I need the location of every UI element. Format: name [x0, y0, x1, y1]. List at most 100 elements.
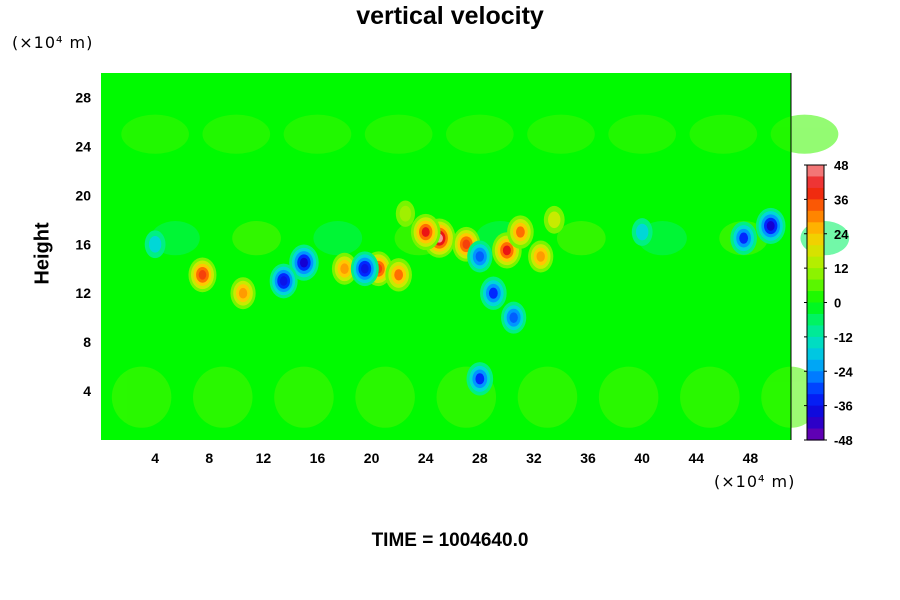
- field-patch: [556, 221, 606, 256]
- field-patch: [202, 114, 271, 154]
- velocity-cell: [766, 221, 775, 231]
- field-patch: [446, 114, 514, 154]
- colorbar-band: [807, 428, 824, 441]
- chart-title: vertical velocity: [356, 2, 544, 30]
- colorbar-band: [807, 313, 824, 327]
- field-patch: [232, 221, 281, 256]
- colorbar-band: [807, 245, 824, 258]
- x-tick-label: 16: [310, 450, 326, 466]
- velocity-cell: [299, 257, 308, 268]
- velocity-cell: [516, 226, 525, 238]
- y-tick-label: 4: [83, 383, 91, 399]
- colorbar-band: [807, 256, 824, 269]
- colorbar-band: [807, 336, 824, 349]
- field-patch: [111, 366, 172, 428]
- x-tick-label: 32: [526, 450, 542, 466]
- colorbar-tick-label: 0: [834, 296, 841, 311]
- velocity-cell: [340, 263, 349, 275]
- colorbar-band: [807, 291, 824, 304]
- velocity-cell: [509, 312, 518, 323]
- colorbar-band: [807, 382, 824, 395]
- colorbar-band: [807, 199, 824, 212]
- velocity-cell: [548, 211, 561, 229]
- colorbar-tick-label: -24: [834, 364, 854, 379]
- colorbar-band: [807, 394, 824, 407]
- field-patch: [193, 366, 253, 428]
- field-patch: [527, 114, 595, 154]
- y-tick-label: 24: [75, 138, 91, 154]
- x-tick-label: 8: [205, 450, 213, 466]
- field-patch: [355, 366, 415, 428]
- field-patch: [770, 114, 839, 154]
- colorbar-tick-label: 12: [834, 261, 848, 276]
- colorbar-tick-label: 48: [834, 158, 848, 173]
- x-tick-label: 36: [580, 450, 596, 466]
- velocity-cell: [475, 251, 485, 262]
- x-tick-label: 20: [364, 450, 380, 466]
- y-tick-label: 28: [75, 89, 91, 105]
- velocity-cell: [198, 270, 207, 280]
- colorbar-band: [807, 325, 824, 338]
- velocity-cell: [488, 287, 498, 299]
- field-patch: [364, 114, 433, 154]
- velocity-cell: [635, 223, 649, 241]
- colorbar-band: [807, 187, 824, 200]
- velocity-cell: [238, 287, 248, 299]
- velocity-cell: [361, 263, 369, 274]
- colorbar-band: [807, 233, 824, 246]
- colorbar-tick-label: -36: [834, 399, 853, 414]
- velocity-cell: [148, 235, 162, 253]
- y-tick-label: 8: [83, 334, 91, 350]
- field-patch: [689, 114, 758, 154]
- field-patch: [608, 114, 676, 154]
- colorbar-tick-label: -12: [834, 330, 853, 345]
- velocity-cell: [462, 239, 471, 250]
- x-axis-unit: (×10⁴ m): [714, 472, 796, 491]
- x-tick-label: 28: [472, 450, 488, 466]
- field-patch: [313, 221, 363, 256]
- colorbar-band: [807, 359, 824, 372]
- x-tick-label: 40: [634, 450, 650, 466]
- field-patch: [274, 366, 334, 428]
- colorbar-band: [807, 222, 824, 235]
- colorbar-tick-label: 24: [834, 227, 849, 242]
- velocity-cell: [502, 245, 511, 256]
- x-tick-label: 44: [689, 450, 705, 466]
- velocity-cell: [279, 276, 288, 286]
- field-patch: [517, 366, 578, 428]
- colorbar-band: [807, 302, 824, 315]
- velocity-cell: [536, 251, 545, 262]
- velocity-cell: [421, 227, 430, 237]
- colorbar-band: [807, 176, 824, 189]
- colorbar-band: [807, 405, 824, 418]
- colorbar-tick-label: -48: [834, 433, 853, 448]
- velocity-cell: [394, 269, 404, 281]
- field-patch: [598, 366, 659, 428]
- colorbar-tick-label: 36: [834, 192, 848, 207]
- x-tick-label: 12: [256, 450, 272, 466]
- y-tick-label: 16: [75, 236, 91, 252]
- x-tick-label: 48: [743, 450, 759, 466]
- colorbar-band: [807, 279, 824, 292]
- y-axis-unit: (×10⁴ m): [12, 33, 94, 52]
- y-tick-label: 12: [75, 285, 91, 301]
- colorbar-band: [807, 268, 824, 281]
- colorbar-band: [807, 417, 824, 430]
- velocity-cell: [475, 373, 485, 385]
- velocity-cell: [399, 205, 412, 222]
- colorbar-band: [807, 371, 824, 384]
- colorbar-band: [807, 165, 824, 178]
- x-tick-label: 24: [418, 450, 434, 466]
- field-patch: [121, 114, 189, 154]
- velocity-features: [144, 200, 786, 396]
- time-label: TIME = 1004640.0: [371, 530, 529, 551]
- colorbar-band: [807, 348, 824, 361]
- field-patch: [283, 114, 352, 154]
- colorbar-band: [807, 210, 824, 223]
- field-patch: [680, 366, 740, 428]
- y-tick-label: 20: [75, 187, 91, 203]
- colorbar: 48 36 24 12 0 -12 -24 -36 -48: [804, 158, 854, 448]
- velocity-cell: [739, 232, 749, 244]
- x-tick-label: 4: [151, 450, 159, 466]
